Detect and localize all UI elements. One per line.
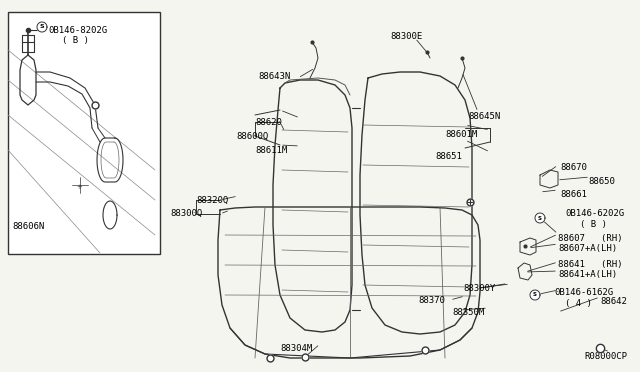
- Text: 88300E: 88300E: [390, 32, 422, 41]
- Text: 0B146-6162G: 0B146-6162G: [554, 288, 613, 297]
- Text: 88601M: 88601M: [445, 130, 477, 139]
- Text: 88661: 88661: [560, 190, 587, 199]
- Text: 88642: 88642: [600, 297, 627, 306]
- Text: 88645N: 88645N: [468, 112, 500, 121]
- Text: 88641+A(LH): 88641+A(LH): [558, 270, 617, 279]
- Text: 0B146-6202G: 0B146-6202G: [565, 209, 624, 218]
- Text: 88607+A(LH): 88607+A(LH): [558, 244, 617, 253]
- Text: R08000CP: R08000CP: [584, 352, 627, 361]
- Text: 88641   (RH): 88641 (RH): [558, 260, 623, 269]
- Text: 88320Q: 88320Q: [196, 196, 228, 205]
- Text: ( 4 ): ( 4 ): [565, 299, 592, 308]
- Polygon shape: [535, 213, 545, 223]
- Text: 88300Q: 88300Q: [170, 209, 202, 218]
- Text: S: S: [538, 215, 542, 221]
- Text: 88370: 88370: [418, 296, 445, 305]
- Text: +: +: [76, 184, 82, 190]
- Text: 88350M: 88350M: [452, 308, 484, 317]
- Bar: [8, 12, 160, 254]
- Text: 88650: 88650: [588, 177, 615, 186]
- Text: 0B146-8202G: 0B146-8202G: [48, 26, 107, 35]
- Text: 88600Q: 88600Q: [236, 132, 268, 141]
- Text: 88620: 88620: [255, 118, 282, 127]
- Text: 88607   (RH): 88607 (RH): [558, 234, 623, 243]
- Text: 88611M: 88611M: [255, 146, 287, 155]
- Text: 88670: 88670: [560, 163, 587, 172]
- Text: 88651: 88651: [435, 152, 462, 161]
- Text: 88304M: 88304M: [280, 344, 312, 353]
- Text: ( B ): ( B ): [62, 36, 89, 45]
- Text: S: S: [533, 292, 537, 298]
- Text: ( B ): ( B ): [580, 220, 607, 229]
- Polygon shape: [530, 290, 540, 300]
- Text: S: S: [40, 25, 44, 29]
- Text: 88606N: 88606N: [12, 222, 44, 231]
- Text: 88643N: 88643N: [258, 72, 291, 81]
- Polygon shape: [37, 22, 47, 32]
- Text: 88300Y: 88300Y: [463, 284, 495, 293]
